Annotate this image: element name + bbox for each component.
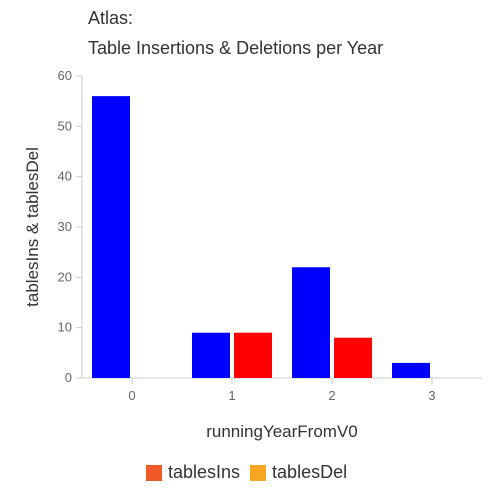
bar-tablesIns-0[interactable] [92,96,130,378]
x-tick-label: 0 [128,388,135,403]
bar-tablesIns-2[interactable] [292,267,330,378]
legend-label: tablesIns [168,462,240,483]
y-axis-label: tablesIns & tablesDel [23,147,42,307]
x-tick-label: 3 [428,388,435,403]
y-tick-label: 0 [65,370,72,385]
y-tick-label: 10 [58,320,72,335]
x-tick-label: 1 [228,388,235,403]
x-axis: 0 1 2 3 [82,378,482,403]
legend-swatch [250,465,266,481]
y-tick-label: 50 [58,118,72,133]
y-tick-label: 30 [58,219,72,234]
y-tick-label: 40 [58,169,72,184]
bars [92,96,430,378]
y-tick-label: 60 [58,68,72,83]
bar-tablesIns-3[interactable] [392,363,430,378]
legend-item-tables-ins[interactable]: tablesIns [146,462,240,483]
x-tick-label: 2 [328,388,335,403]
bar-tablesIns-1[interactable] [192,333,230,378]
x-axis-label: runningYearFromV0 [206,422,358,441]
y-tick-label: 20 [58,269,72,284]
y-axis: 0 10 20 30 40 50 60 [58,68,82,385]
legend-swatch [146,465,162,481]
bar-tablesDel-2[interactable] [334,338,372,378]
legend-label: tablesDel [272,462,347,483]
bar-tablesDel-1[interactable] [234,333,272,378]
legend: tablesIns tablesDel [146,462,351,483]
legend-item-tables-del[interactable]: tablesDel [250,462,347,483]
